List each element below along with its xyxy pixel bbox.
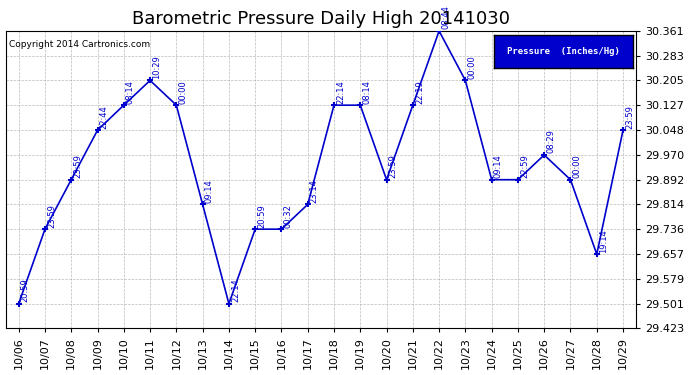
Text: 00:32: 00:32 xyxy=(284,204,293,228)
Text: 22:44: 22:44 xyxy=(99,105,108,129)
Text: 20:59: 20:59 xyxy=(257,204,266,228)
Text: 20:59: 20:59 xyxy=(21,278,30,302)
Text: 08:14: 08:14 xyxy=(126,80,135,104)
Text: 00:00: 00:00 xyxy=(468,55,477,79)
Text: 08:29: 08:29 xyxy=(546,129,555,153)
Text: 00:00: 00:00 xyxy=(573,154,582,178)
Text: 22:19: 22:19 xyxy=(415,80,424,104)
Text: 23:59: 23:59 xyxy=(625,105,634,129)
Text: 22:59: 22:59 xyxy=(520,154,529,178)
Text: 08:14: 08:14 xyxy=(362,80,371,104)
Text: 22:14: 22:14 xyxy=(336,80,345,104)
Text: 08:44: 08:44 xyxy=(441,6,450,29)
Text: Copyright 2014 Cartronics.com: Copyright 2014 Cartronics.com xyxy=(9,40,150,49)
Text: 23:59: 23:59 xyxy=(47,204,56,228)
Text: 23:59: 23:59 xyxy=(388,154,397,178)
Text: 19:14: 19:14 xyxy=(599,229,608,253)
Text: 23:59: 23:59 xyxy=(73,154,82,178)
Text: 23:14: 23:14 xyxy=(310,179,319,203)
Text: 22:14: 22:14 xyxy=(231,278,240,302)
Title: Barometric Pressure Daily High 20141030: Barometric Pressure Daily High 20141030 xyxy=(132,10,510,28)
Text: 00:00: 00:00 xyxy=(179,80,188,104)
Text: 09:14: 09:14 xyxy=(494,154,503,178)
Text: 10:29: 10:29 xyxy=(152,55,161,79)
Text: 09:14: 09:14 xyxy=(205,179,214,203)
